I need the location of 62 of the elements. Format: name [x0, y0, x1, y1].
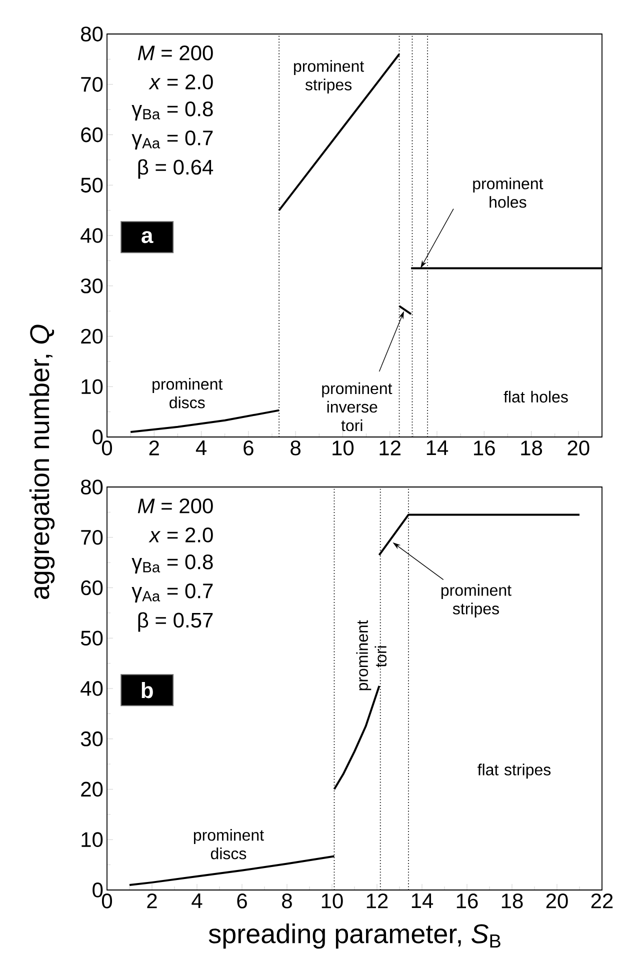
x-tick-label: 14: [426, 440, 448, 455]
x-tick-label: 6: [244, 440, 254, 456]
x-tick-label: 20: [568, 440, 590, 456]
y-tick-label: 40: [80, 228, 103, 243]
y-tick-label: 30: [80, 278, 103, 294]
annotation: x = 2.0: [148, 74, 213, 90]
y-tick-label: 40: [80, 681, 103, 696]
y-tick-label: 20: [81, 782, 103, 797]
annotation: γ$_{Ba}$ = 0.8: [132, 554, 213, 574]
x-tick-label: 20: [546, 894, 568, 908]
x-tick-label: 4: [196, 440, 206, 455]
x-tick-label: 8: [290, 440, 300, 456]
annotation: prominent holes: [473, 178, 544, 208]
annotation: b: [142, 682, 153, 698]
y-tick-label: 70: [81, 530, 103, 545]
y-tick-label: 70: [81, 76, 103, 92]
annotation: prominent tori: [356, 620, 386, 690]
annotation: β = 0.57: [138, 612, 213, 632]
annotation: M = 200: [138, 46, 213, 60]
y-tick-label: 60: [81, 580, 103, 596]
y-tick-label: 20: [81, 328, 103, 344]
annotation: M = 200: [138, 498, 213, 514]
annotation: γ$_{Aa}$ = 0.7: [132, 583, 213, 602]
x-axis-title: spreading parameter, S$_{B}$: [208, 924, 500, 949]
y-tick-label: 0: [92, 882, 103, 898]
annotation: prominent stripes: [441, 584, 512, 618]
x-tick-label: 18: [502, 894, 523, 908]
annotation: x = 2.0: [148, 528, 213, 542]
x-tick-label: 6: [237, 894, 247, 908]
y-tick-label: 10: [82, 832, 103, 848]
x-tick-label: 16: [456, 894, 478, 908]
annotation: β = 0.64: [138, 159, 214, 179]
x-tick-label: 16: [474, 440, 495, 456]
annotation: prominent inverse tori: [322, 382, 392, 432]
x-tick-label: 12: [380, 440, 400, 456]
x-tick-label: 22: [591, 894, 613, 908]
x-tick-label: 18: [521, 440, 542, 456]
annotation: flat holes: [504, 390, 568, 403]
y-tick-label: 30: [80, 731, 103, 746]
y-tick-label: 50: [80, 630, 103, 646]
y-tick-label: 50: [80, 178, 103, 193]
x-tick-label: 2: [147, 894, 157, 908]
x-tick-label: 10: [322, 894, 343, 908]
annotation: prominent discs: [194, 829, 264, 860]
y-tick-label: 10: [82, 379, 103, 394]
annotation: a: [142, 231, 154, 244]
x-tick-label: 14: [412, 894, 434, 908]
x-tick-label: 4: [192, 894, 202, 908]
y-tick-label: 80: [81, 480, 103, 494]
annotation: prominent stripes: [294, 60, 364, 94]
x-tick-label: 8: [282, 894, 292, 908]
annotation: prominent discs: [152, 378, 223, 408]
y-axis-title: aggregation number, Q: [29, 324, 55, 599]
x-tick-label: 10: [332, 440, 354, 456]
x-tick-label: 12: [366, 894, 388, 908]
x-tick-label: 2: [149, 440, 159, 456]
annotation: γ$_{Aa}$ = 0.7: [132, 130, 213, 150]
annotation: flat stripes: [478, 764, 551, 779]
y-tick-label: 0: [92, 430, 103, 444]
y-tick-label: 80: [81, 26, 103, 42]
annotation: γ$_{Ba}$ = 0.8: [132, 101, 213, 120]
y-tick-label: 60: [81, 127, 103, 142]
